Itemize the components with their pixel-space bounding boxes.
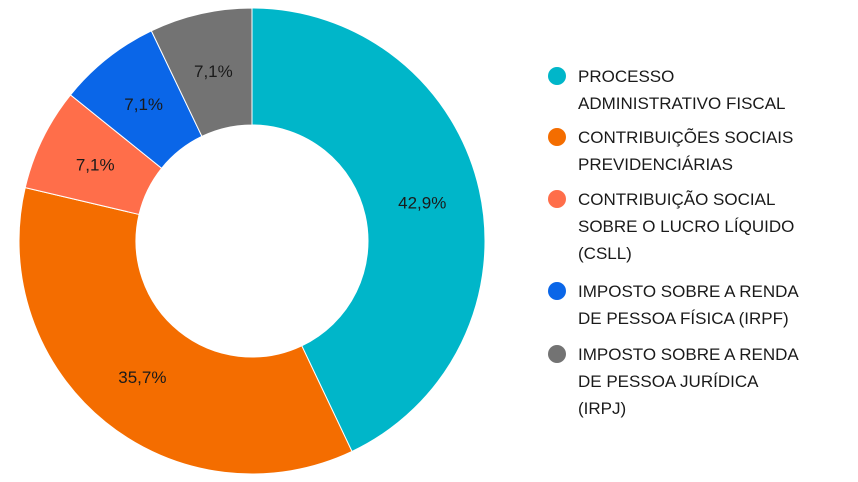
slice-label-3: 7,1%	[76, 155, 115, 174]
legend-swatch-3	[548, 190, 566, 208]
legend-item-1: PROCESSO ADMINISTRATIVO FISCAL	[548, 67, 786, 113]
legend-label-4-line-1: IMPOSTO SOBRE A RENDA	[578, 282, 799, 301]
slice-label-5: 7,1%	[194, 62, 233, 81]
slice-2	[18, 187, 353, 475]
slice-label-1: 42,9%	[398, 194, 446, 213]
slice-label-4: 7,1%	[124, 95, 163, 114]
legend-swatch-5	[548, 345, 566, 363]
legend-label-1-line-1: PROCESSO	[578, 67, 674, 86]
slice-1	[251, 7, 486, 453]
legend-swatch-4	[548, 282, 566, 300]
legend-item-3: CONTRIBUIÇÃO SOCIAL SOBRE O LUCRO LÍQUIDO…	[548, 190, 794, 263]
legend-label-3-line-2: SOBRE O LUCRO LÍQUIDO	[578, 217, 794, 236]
legend-label-3-line-3: (CSLL)	[578, 244, 632, 263]
legend-label-1-line-2: ADMINISTRATIVO FISCAL	[578, 94, 786, 113]
legend-item-5: IMPOSTO SOBRE A RENDA DE PESSOA JURÍDICA (…	[548, 345, 799, 418]
donut-slices	[18, 7, 486, 475]
legend-swatch-1	[548, 67, 566, 85]
legend-label-3-line-1: CONTRIBUIÇÃO SOCIAL	[578, 190, 775, 209]
legend-label-4-line-2: DE PESSOA FÍSICA (IRPF)	[578, 309, 789, 328]
slice-5	[150, 7, 253, 138]
legend-item-4: IMPOSTO SOBRE A RENDA DE PESSOA FÍSICA (I…	[548, 282, 799, 328]
legend-label-2-line-2: PREVIDENCIÁRIAS	[578, 155, 733, 174]
legend: PROCESSO ADMINISTRATIVO FISCAL CONTRIBUIÇÕ…	[548, 67, 799, 418]
legend-label-2-line-1: CONTRIBUIÇÕES SOCIAIS	[578, 128, 793, 147]
legend-item-2: CONTRIBUIÇÕES SOCIAIS PREVIDENCIÁRIAS	[548, 128, 793, 174]
legend-label-5-line-3: (IRPJ)	[578, 399, 626, 418]
legend-swatch-2	[548, 128, 566, 146]
legend-label-5-line-2: DE PESSOA JURÍDICA	[578, 372, 759, 391]
slice-label-2: 35,7%	[118, 368, 166, 387]
legend-label-5-line-1: IMPOSTO SOBRE A RENDA	[578, 345, 799, 364]
slice-labels: 42,9% 35,7% 7,1% 7,1% 7,1%	[76, 62, 446, 387]
